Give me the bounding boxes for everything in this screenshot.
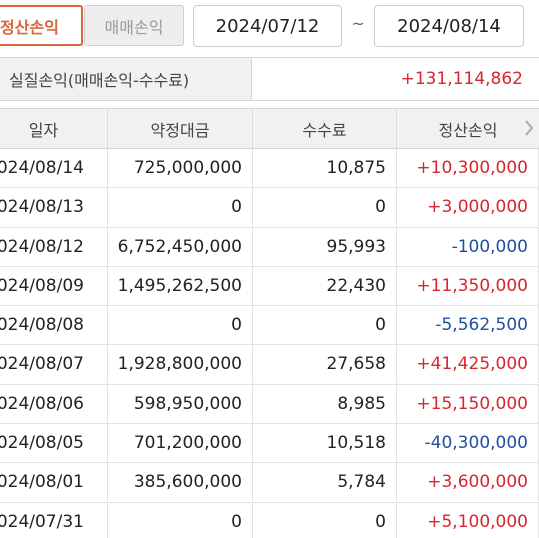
cell-fee: 10,875 (253, 149, 397, 187)
cell-fee: 8,985 (253, 384, 397, 423)
summary-value: +131,114,862 (400, 69, 523, 89)
column-header-date[interactable]: 일자 (0, 109, 108, 148)
cell-fee: 0 (253, 188, 397, 227)
table-body: 2024/08/14725,000,00010,875+10,300,00020… (0, 149, 539, 538)
start-date-field[interactable]: 2024/07/12 (193, 5, 342, 47)
chevron-right-icon[interactable] (523, 118, 535, 138)
cell-amount: 385,600,000 (108, 463, 253, 502)
date-range-separator: ~ (351, 14, 365, 33)
table-header: 일자 약정대금 수수료 정산손익 (0, 108, 539, 149)
cell-settlement-pl: +11,350,000 (397, 266, 539, 305)
cell-fee: 0 (253, 306, 397, 345)
cell-settlement-pl: +3,000,000 (397, 188, 539, 227)
cell-date: 2024/08/09 (0, 266, 108, 305)
end-date-field[interactable]: 2024/08/14 (374, 5, 524, 47)
tab-settlement-pl[interactable]: 정산손익 (0, 5, 83, 46)
column-header-settlement-pl[interactable]: 정산손익 (397, 109, 539, 148)
cell-fee: 10,518 (253, 424, 397, 463)
cell-date: 2024/08/06 (0, 384, 108, 423)
cell-date: 2024/08/01 (0, 463, 108, 502)
cell-date: 2024/08/13 (0, 188, 108, 227)
filter-bar: 정산손익 매매손익 2024/07/12 ~ 2024/08/14 (0, 0, 539, 56)
cell-amount: 0 (108, 502, 253, 538)
cell-fee: 0 (253, 502, 397, 538)
cell-amount: 0 (108, 306, 253, 345)
cell-settlement-pl: +10,300,000 (397, 149, 539, 187)
cell-amount: 6,752,450,000 (108, 227, 253, 266)
cell-amount: 701,200,000 (108, 424, 253, 463)
cell-amount: 598,950,000 (108, 384, 253, 423)
cell-amount: 725,000,000 (108, 149, 253, 187)
cell-amount: 1,928,800,000 (108, 345, 253, 384)
pl-table: 일자 약정대금 수수료 정산손익 2024/08/14725,000,00010… (0, 108, 539, 538)
cell-settlement-pl: -100,000 (397, 227, 539, 266)
cell-fee: 95,993 (253, 227, 397, 266)
cell-fee: 5,784 (253, 463, 397, 502)
column-header-amount[interactable]: 약정대금 (108, 109, 253, 148)
cell-settlement-pl: -40,300,000 (397, 424, 539, 463)
cell-settlement-pl: -5,562,500 (397, 306, 539, 345)
cell-fee: 27,658 (253, 345, 397, 384)
cell-settlement-pl: +15,150,000 (397, 384, 539, 423)
realized-pl-summary: 실질손익(매매손익-수수료) +131,114,862 (0, 57, 539, 101)
summary-label: 실질손익(매매손익-수수료) (0, 58, 252, 100)
column-header-fee[interactable]: 수수료 (253, 109, 397, 148)
cell-date: 2024/08/07 (0, 345, 108, 384)
column-header-settlement-pl-label: 정산손익 (438, 120, 498, 140)
cell-settlement-pl: +5,100,000 (397, 502, 539, 538)
cell-date: 2024/08/12 (0, 227, 108, 266)
cell-date: 2024/07/31 (0, 502, 108, 538)
cell-date: 2024/08/05 (0, 424, 108, 463)
cell-settlement-pl: +41,425,000 (397, 345, 539, 384)
cell-settlement-pl: +3,600,000 (397, 463, 539, 502)
tab-trading-pl[interactable]: 매매손익 (84, 5, 184, 46)
cell-amount: 0 (108, 188, 253, 227)
cell-date: 2024/08/08 (0, 306, 108, 345)
cell-amount: 1,495,262,500 (108, 266, 253, 305)
cell-date: 2024/08/14 (0, 149, 108, 187)
cell-fee: 22,430 (253, 266, 397, 305)
